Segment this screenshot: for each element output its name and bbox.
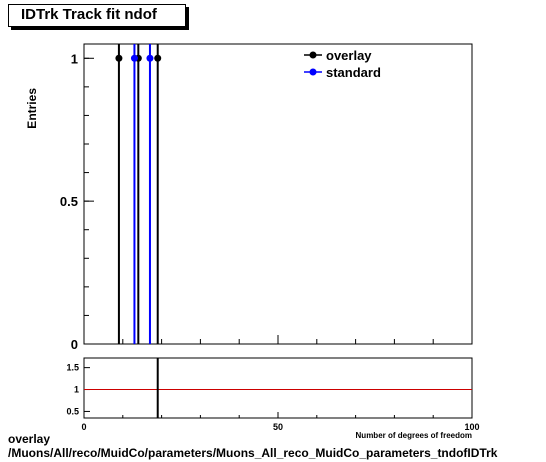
ratio-y-tick-label: 1 xyxy=(74,385,79,395)
title-box: IDTrk Track fit ndof xyxy=(8,4,186,27)
main-y-tick-label: 0.5 xyxy=(60,194,78,209)
x-axis-label: Number of degrees of freedom xyxy=(356,431,472,440)
legend-overlay-label: overlay xyxy=(326,48,372,63)
main-y-tick-label: 1 xyxy=(71,51,78,66)
legend-standard-label: standard xyxy=(326,65,381,80)
footer-path: /Muons/All/reco/MuidCo/parameters/Muons_… xyxy=(8,446,498,460)
ratio-x-tick-label: 50 xyxy=(273,422,283,432)
ratio-plot-frame xyxy=(83,357,473,419)
legend-standard-marker xyxy=(309,68,317,76)
series-standard-point xyxy=(130,54,138,62)
plot-title: IDTrk Track fit ndof xyxy=(21,6,157,23)
ratio-y-tick-label: 1.5 xyxy=(66,363,79,373)
ratio-x-tick-label: 0 xyxy=(81,422,86,432)
main-y-tick-label: 0 xyxy=(71,337,78,352)
main-plot-frame xyxy=(83,43,473,345)
series-overlay-point xyxy=(115,54,123,62)
ratio-x-tick-label: 100 xyxy=(464,422,479,432)
series-standard-point xyxy=(146,54,154,62)
legend-overlay-marker xyxy=(309,51,317,59)
footer-label: overlay xyxy=(8,432,51,446)
y-axis-label: Entries xyxy=(25,88,39,129)
series-overlay-point xyxy=(154,54,162,62)
ratio-y-tick-label: 0.5 xyxy=(66,406,79,416)
